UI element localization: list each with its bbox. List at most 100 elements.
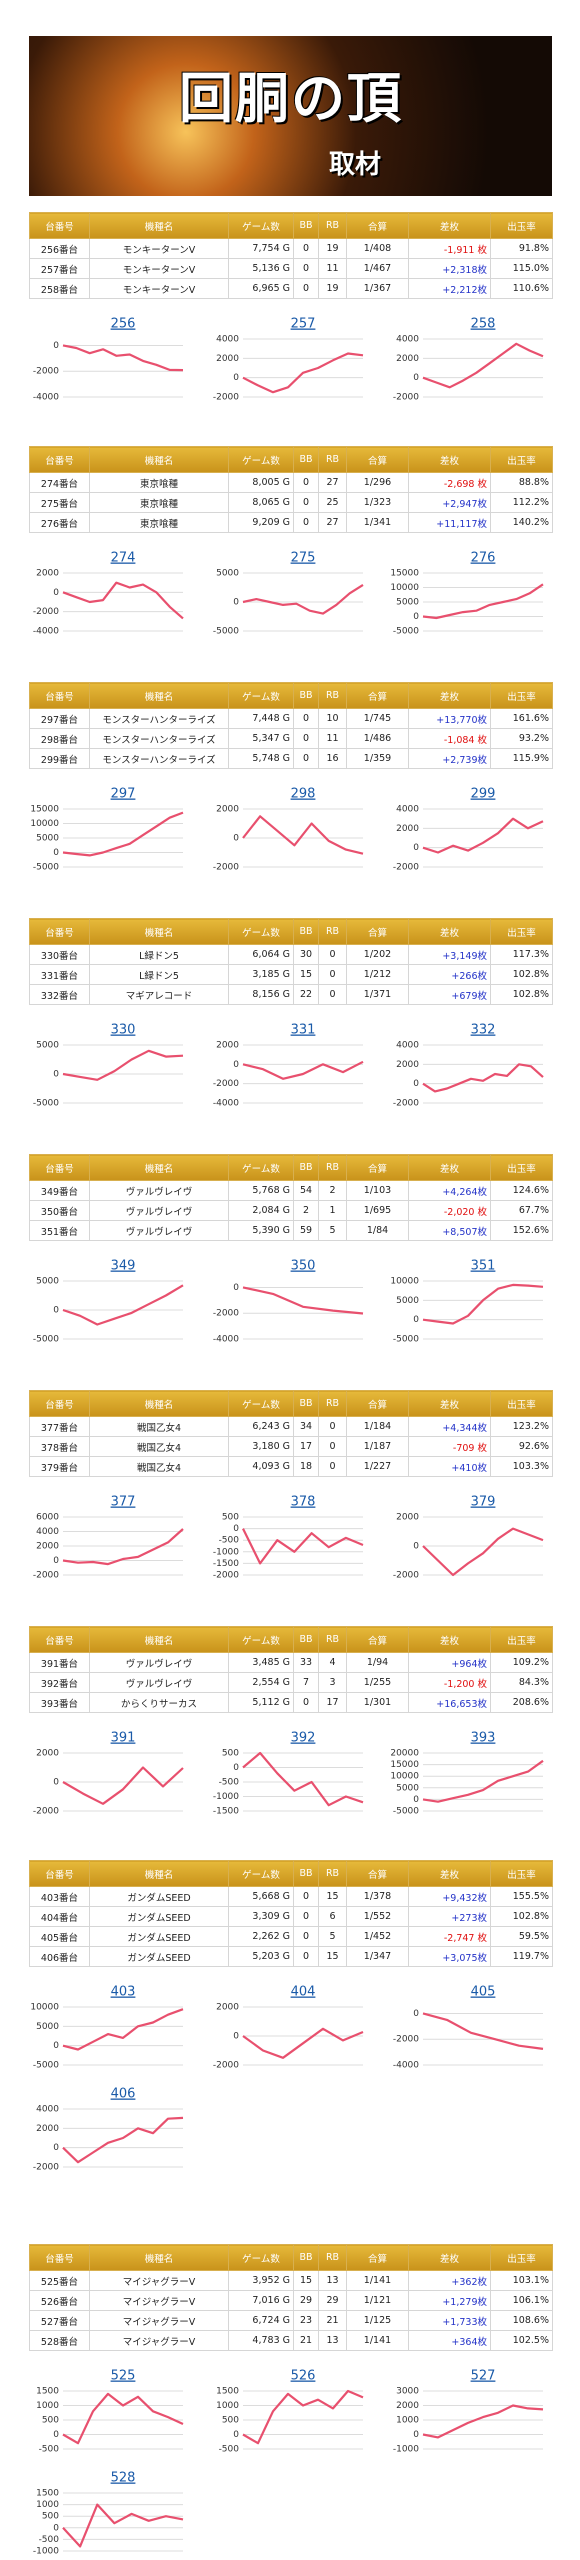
table-cell: 6,724 G	[228, 2310, 294, 2331]
table-cell: 256番台	[29, 238, 90, 259]
table-cell: 18	[293, 1456, 319, 1477]
mini-chart: 378 5000 -500-1000 -1500 -2000	[213, 1495, 364, 1581]
data-line	[62, 1284, 184, 1326]
data-line	[422, 1527, 544, 1577]
y-tick-label: 0	[233, 598, 239, 608]
column-header: BB	[293, 1154, 319, 1181]
data-line	[62, 811, 184, 857]
table-cell: 0	[293, 238, 319, 259]
table-cell: 1/255	[346, 1672, 409, 1693]
table-cell: 25	[318, 492, 347, 513]
column-header: 差枚	[408, 1154, 491, 1181]
data-line	[62, 1049, 184, 1081]
table-cell: -2,020 枚	[408, 1200, 491, 1221]
y-tick-label: -5000	[33, 863, 59, 873]
table-cell: +16,653枚	[408, 1692, 491, 1713]
y-tick-label: 15000	[390, 1760, 419, 1770]
y-tick-label: 0	[413, 612, 419, 622]
table-cell: 0	[293, 472, 319, 493]
table-cell: 6,064 G	[228, 944, 294, 965]
column-header: ゲーム数	[228, 1390, 294, 1417]
table-row: 332番台 マギアレコード 8,156 G 22 0 1/371 +679枚 102.8%	[29, 984, 553, 1005]
y-tick-label: 5000	[36, 2022, 59, 2032]
table-cell: 1/467	[346, 258, 409, 279]
table-cell: 21	[293, 2330, 319, 2351]
table-cell: 297番台	[29, 708, 90, 729]
y-tick-label: 0	[53, 848, 59, 858]
table-row: 257番台 モンキーターンV 5,136 G 0 11 1/467 +2,318枚 115.0…	[29, 258, 553, 279]
table-cell: 19	[318, 278, 347, 299]
y-tick-label: 15000	[30, 805, 59, 815]
table-cell: 106.1%	[490, 2290, 553, 2311]
table-cell: +9,432枚	[408, 1886, 491, 1907]
table-cell: 8,065 G	[228, 492, 294, 513]
y-tick-label: 500	[42, 2416, 59, 2426]
table-cell: マイジャグラーV	[89, 2330, 229, 2351]
table-cell: 1/359	[346, 748, 409, 769]
y-tick-label: 10000	[390, 1772, 419, 1782]
table-cell: 1/323	[346, 492, 409, 513]
y-tick-label: -2000	[393, 1099, 419, 1109]
table-cell: 東京喰種	[89, 512, 229, 533]
mini-chart: 257 4000 2000 0 -2000	[213, 317, 364, 403]
table-cell: 258番台	[29, 278, 90, 299]
table-cell: 379番台	[29, 1456, 90, 1477]
chart-title: 405	[471, 1985, 496, 2000]
chart-title: 298	[291, 787, 316, 802]
y-tick-label: 2000	[396, 1060, 419, 1070]
column-header: 台番号	[29, 918, 90, 945]
table-cell: 102.5%	[490, 2330, 553, 2351]
column-header: 出玉率	[490, 212, 553, 239]
y-tick-label: -1000	[33, 2547, 59, 2557]
y-tick-label: -4000	[33, 627, 59, 637]
table-cell: 102.8%	[490, 984, 553, 1005]
table-cell: 5,112 G	[228, 1692, 294, 1713]
table-cell: 15	[318, 1886, 347, 1907]
table-cell: 34	[293, 1416, 319, 1437]
table-row: 528番台 マイジャグラーV 4,783 G 21 13 1/141 +364枚 102.5%	[29, 2330, 553, 2351]
data-table: 台番号 機種名 ゲーム数 BB RB 合算 差枚 出玉率 525番台 マイジャグラーV 3,952 …	[29, 2244, 553, 2351]
chart-title: 379	[471, 1495, 496, 1510]
data-table: 台番号 機種名 ゲーム数 BB RB 合算 差枚 出玉率 377番台 戦国乙女4 6,243 G 34…	[29, 1390, 553, 1477]
column-header: 機種名	[89, 918, 229, 945]
data-table: 台番号 機種名 ゲーム数 BB RB 合算 差枚 出玉率 274番台 東京喰種 8,005 G 0 27…	[29, 446, 553, 533]
y-tick-label: 2000	[216, 1041, 239, 1051]
chart-title: 256	[111, 317, 136, 332]
column-header: BB	[293, 446, 319, 473]
table-cell: 0	[318, 964, 347, 985]
table-row: 406番台 ガンダムSEED 5,203 G 0 15 1/347 +3,075枚 119.7…	[29, 1946, 553, 1967]
table-cell: 7,754 G	[228, 238, 294, 259]
chart-title: 350	[291, 1259, 316, 1274]
header-row: 台番号 機種名 ゲーム数 BB RB 合算 差枚 出玉率	[29, 1390, 553, 1417]
column-header: 機種名	[89, 446, 229, 473]
table-cell: 1/452	[346, 1926, 409, 1947]
table-cell: 29	[318, 2290, 347, 2311]
table-row: 274番台 東京喰種 8,005 G 0 27 1/296 -2,698 枚 88.8%	[29, 472, 553, 493]
data-line	[422, 1283, 544, 1325]
table-cell: 13	[318, 2330, 347, 2351]
y-tick-label: 1500	[36, 2489, 59, 2499]
y-tick-label: 0	[53, 1306, 59, 1316]
table-cell: 1/227	[346, 1456, 409, 1477]
mini-chart: 349 5000 0 -5000	[33, 1259, 184, 1345]
table-cell: 27	[318, 472, 347, 493]
table-cell: -1,911 枚	[408, 238, 491, 259]
header-row: 台番号 機種名 ゲーム数 BB RB 合算 差枚 出玉率	[29, 446, 553, 473]
header-row: 台番号 機種名 ゲーム数 BB RB 合算 差枚 出玉率	[29, 1154, 553, 1181]
table-cell: 15	[293, 2270, 319, 2291]
table-cell: 16	[318, 748, 347, 769]
table-cell: +2,947枚	[408, 492, 491, 513]
table-cell: 124.6%	[490, 1180, 553, 1201]
mini-chart: 406 4000 2000 0 -2000	[33, 2087, 184, 2173]
table-cell: マイジャグラーV	[89, 2270, 229, 2291]
table-row: 275番台 東京喰種 8,065 G 0 25 1/323 +2,947枚 112.2%	[29, 492, 553, 513]
table-cell: 15	[318, 1946, 347, 1967]
table-cell: 1/301	[346, 1692, 409, 1713]
table-cell: 1/408	[346, 238, 409, 259]
y-tick-label: -5000	[393, 1335, 419, 1345]
machine-group: 台番号 機種名 ゲーム数 BB RB 合算 差枚 出玉率 297番台 モンスターハンターライズ 7,…	[29, 682, 553, 873]
table-cell: 406番台	[29, 1946, 90, 1967]
y-tick-label: 1500	[36, 2387, 59, 2397]
header-row: 台番号 機種名 ゲーム数 BB RB 合算 差枚 出玉率	[29, 2244, 553, 2271]
machine-group: 台番号 機種名 ゲーム数 BB RB 合算 差枚 出玉率 377番台 戦国乙女4 6,243 G 34…	[29, 1390, 553, 1581]
